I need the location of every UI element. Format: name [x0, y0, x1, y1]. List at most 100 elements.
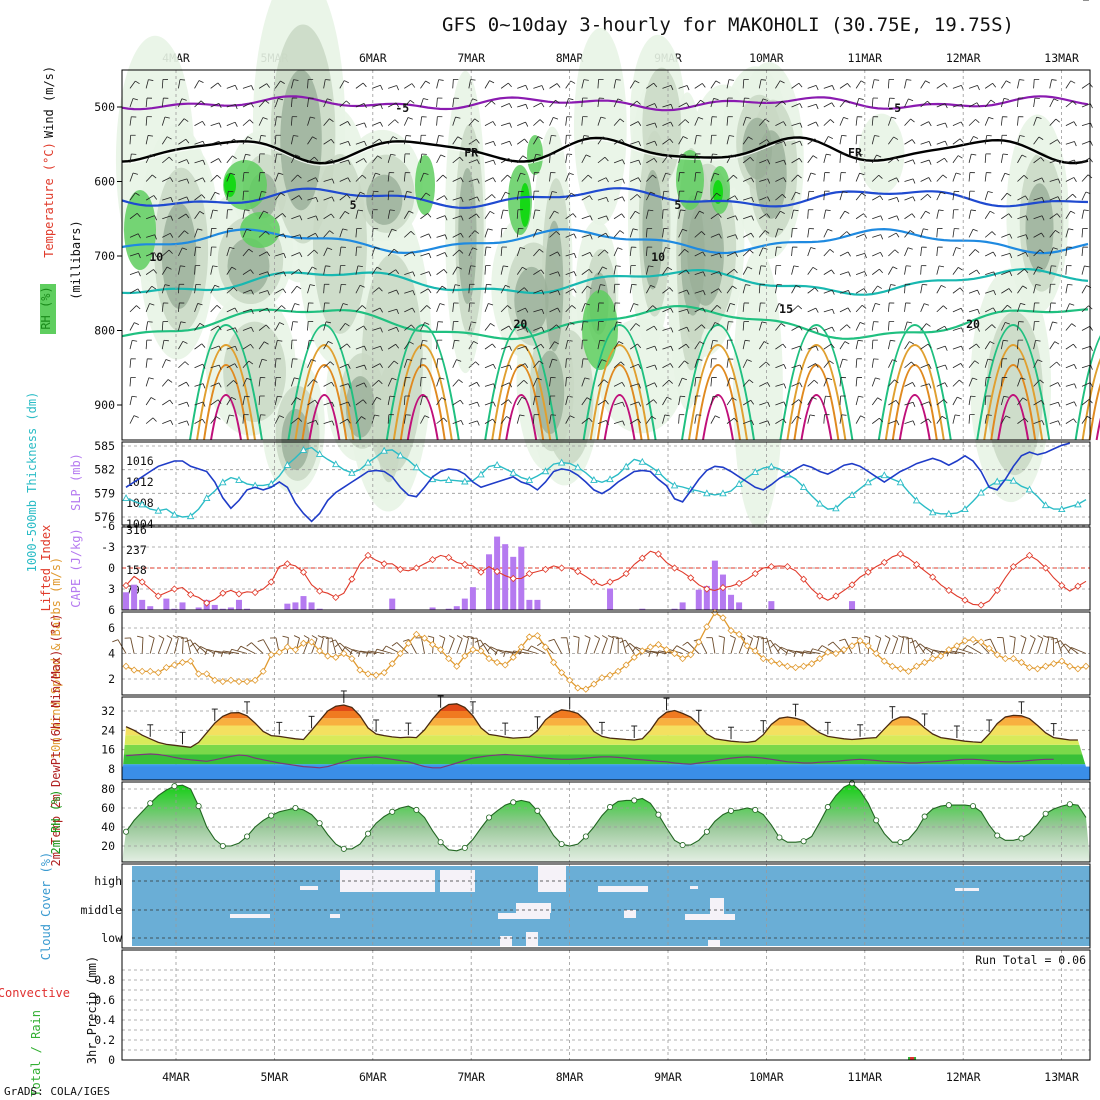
wind-barb	[710, 213, 719, 220]
wind-barb	[129, 377, 132, 387]
wind10-barb-flag	[474, 639, 481, 643]
wind-barb	[823, 249, 831, 257]
wind-barb	[984, 324, 993, 331]
rh-marker	[413, 806, 420, 813]
wind-barb	[629, 343, 638, 350]
wind-barb-flag	[154, 215, 158, 221]
wind10-marker	[227, 676, 235, 684]
wind-barb	[145, 98, 148, 108]
wind-barb	[500, 140, 510, 145]
wind-barb	[290, 135, 294, 145]
wind-barb-flag	[163, 339, 169, 342]
wind-barb-flag	[1053, 247, 1059, 250]
wind-barb	[290, 303, 296, 313]
wind-barb-flag	[327, 247, 333, 250]
wind-barb	[694, 83, 703, 89]
wind-barb-flag	[941, 415, 947, 420]
wind-barb	[420, 233, 429, 238]
wind-barb-flag	[556, 324, 561, 329]
wind-barb-flag	[857, 153, 863, 155]
wind10-barb-flag	[984, 638, 991, 642]
wind-barb	[694, 414, 697, 424]
wind-barb	[1081, 345, 1091, 350]
wind-barb	[436, 340, 438, 350]
wind-barb	[403, 341, 410, 350]
wind-barb-flag	[970, 209, 976, 212]
wind-barb	[710, 135, 712, 145]
wind-barb	[468, 139, 477, 145]
temperature-contour-arch	[196, 344, 256, 441]
wind10-marker	[654, 641, 662, 649]
temperature-contour-arch	[589, 344, 650, 441]
wind-barb	[403, 395, 406, 406]
wind10-marker	[703, 623, 711, 631]
wind-barb	[226, 363, 236, 369]
wind-barb	[274, 396, 278, 406]
wind-barb	[420, 153, 423, 163]
wind-barb	[791, 122, 801, 127]
wind-barb-flag	[503, 209, 509, 212]
wind-barb	[129, 358, 132, 368]
wind-barb	[710, 288, 719, 294]
wind-barb-flag	[184, 230, 189, 235]
wind-barb	[839, 117, 844, 126]
wind-barb-flag	[810, 172, 816, 175]
upper-ylabel-mb: (millibars)	[69, 220, 83, 299]
cape-bar	[147, 606, 154, 610]
wind-barb-flag	[941, 285, 946, 288]
wind10-marker	[848, 642, 856, 650]
wind-barb-flag	[684, 119, 690, 124]
wind-barb-flag	[133, 415, 139, 418]
wind-barb	[613, 178, 623, 182]
wind10-barb-flag	[827, 641, 834, 646]
wind-barb	[710, 192, 717, 201]
temperature-contour-arch	[695, 364, 741, 441]
wind10-barb-flag	[922, 647, 927, 653]
wind-barb	[1017, 79, 1020, 89]
wind-barb	[323, 98, 328, 108]
wind-barb	[855, 396, 859, 406]
cloud-block	[624, 910, 636, 918]
wind-barb	[161, 302, 164, 312]
wind-barb-flag	[244, 209, 250, 211]
wind-barb	[742, 79, 745, 89]
wind-barb-flag	[650, 284, 656, 288]
wind-barb	[662, 103, 672, 108]
wind-barb-flag	[1055, 118, 1061, 123]
wind-barb-flag	[182, 340, 188, 344]
wind-barb	[371, 397, 377, 406]
wind-barb-flag	[406, 135, 412, 137]
wind-barb-flag	[799, 140, 803, 146]
thickness-marker	[493, 460, 501, 468]
wind-barb-flag	[812, 155, 818, 159]
wind-barb-flag	[670, 104, 674, 110]
wind-barb	[565, 192, 572, 201]
wind-barb-flag	[138, 253, 141, 259]
wind-barb	[952, 247, 957, 257]
wind10-marker	[783, 662, 792, 670]
wind-barb	[500, 174, 508, 182]
lifted-marker	[509, 574, 517, 583]
wind-barb	[194, 383, 204, 387]
wind-barb-flag	[749, 157, 754, 162]
wind-barb	[339, 177, 349, 182]
wind-barb	[388, 308, 397, 313]
cape-bar	[849, 601, 856, 610]
wind-barb-flag	[955, 247, 961, 250]
wind-barb	[452, 249, 460, 257]
pressure-tick-label: 700	[94, 249, 115, 263]
wind-barb-flag	[751, 197, 754, 203]
wind-barb-flag	[912, 196, 916, 202]
wind-barb	[1033, 136, 1040, 145]
wind-barb	[726, 116, 729, 126]
wind-barb	[242, 343, 251, 350]
wind-barb	[226, 307, 236, 313]
wind-barb	[420, 322, 425, 331]
wind-barb-flag	[460, 215, 464, 221]
wind-barb	[952, 307, 962, 313]
rh-marker	[1066, 801, 1073, 808]
wind-barb	[532, 172, 535, 182]
precip-panel: 00.20.40.60.8	[94, 949, 1091, 1067]
wind-barb	[210, 82, 219, 89]
wind-barb	[1017, 303, 1021, 313]
